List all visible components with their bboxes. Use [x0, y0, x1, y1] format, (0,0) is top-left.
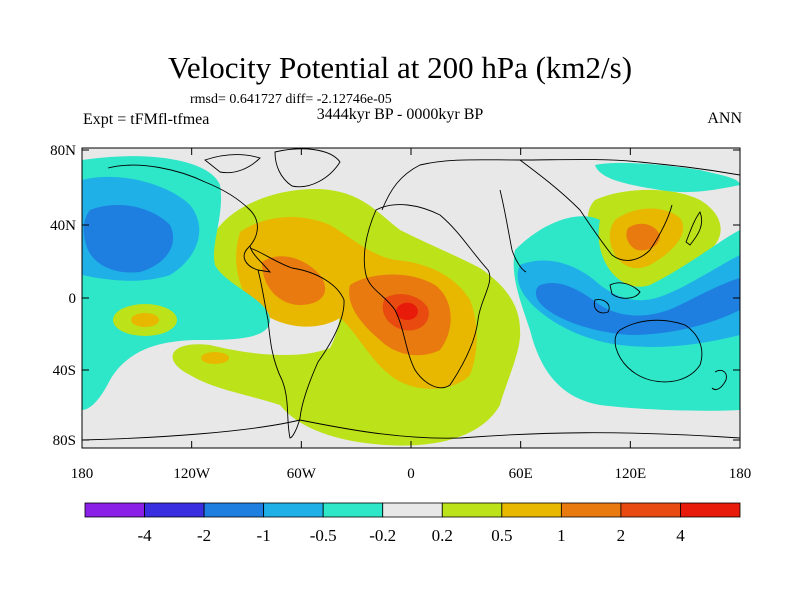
colorbar-swatch	[84, 502, 145, 518]
lon-tick-label: 180	[71, 466, 94, 482]
colorbar-label: -4	[137, 526, 152, 545]
colorbar-swatch	[620, 502, 681, 518]
contour-field	[82, 148, 740, 448]
contour-positive-pacific-2	[201, 352, 229, 364]
lon-tick-label: 60W	[287, 466, 317, 482]
stats-line: rmsd= 0.641727 diff= -2.12746e-05	[190, 92, 392, 107]
experiment-label: Expt = tFMfl-tfmea	[83, 111, 210, 128]
colorbar-label: -0.5	[310, 526, 337, 545]
contour-negative-0.2	[82, 156, 740, 411]
colorbar: -4 -2 -1 -0.5 -0.2 0.2 0.5 1 2 4	[84, 502, 741, 545]
colorbar-label: 1	[557, 526, 566, 545]
colorbar-swatch	[441, 502, 503, 518]
colorbar-swatch	[382, 502, 443, 518]
lat-tick-label: 80S	[53, 433, 76, 449]
colorbar-swatch	[501, 502, 562, 518]
colorbar-label: -0.2	[369, 526, 396, 545]
lon-tick-label: 0	[407, 466, 415, 482]
contour-positive-pacific-1-core	[131, 313, 159, 327]
lon-tick-label: 60E	[509, 466, 533, 482]
lon-tick-label: 120E	[614, 466, 646, 482]
colorbar-label: 2	[617, 526, 626, 545]
season-label: ANN	[707, 110, 742, 127]
coastlines	[82, 148, 740, 441]
map-ticks: 180 120W 60W 0 60E 120E 180 80N 40N 0 40S 80S	[50, 143, 751, 482]
colorbar-swatch	[680, 502, 741, 518]
contour-positive-1	[262, 256, 451, 356]
contour-positive-4	[396, 302, 418, 320]
lat-tick-label: 40S	[53, 363, 76, 379]
colorbar-label: -1	[257, 526, 271, 545]
colorbar-label: 4	[676, 526, 685, 545]
colorbar-swatch	[144, 502, 205, 518]
contour-positive-1-asia	[626, 223, 660, 251]
period-label: 3444kyr BP - 0000kyr BP	[316, 106, 484, 123]
map-title: Velocity Potential at 200 hPa (km2/s)	[167, 50, 633, 85]
colorbar-swatch	[263, 502, 324, 518]
colorbar-swatch	[203, 502, 265, 518]
lon-tick-label: 120W	[173, 466, 211, 482]
colorbar-swatch	[560, 502, 622, 518]
lat-tick-label: 80N	[50, 143, 76, 159]
lat-tick-label: 40N	[50, 218, 76, 234]
colorbar-label: 0.5	[491, 526, 512, 545]
colorbar-label: -2	[197, 526, 211, 545]
colorbar-label: 0.2	[432, 526, 453, 545]
colorbar-swatch	[322, 502, 384, 518]
lon-tick-label: 180	[729, 466, 752, 482]
lat-tick-label: 0	[69, 291, 77, 307]
contour-negative-1	[83, 205, 740, 335]
